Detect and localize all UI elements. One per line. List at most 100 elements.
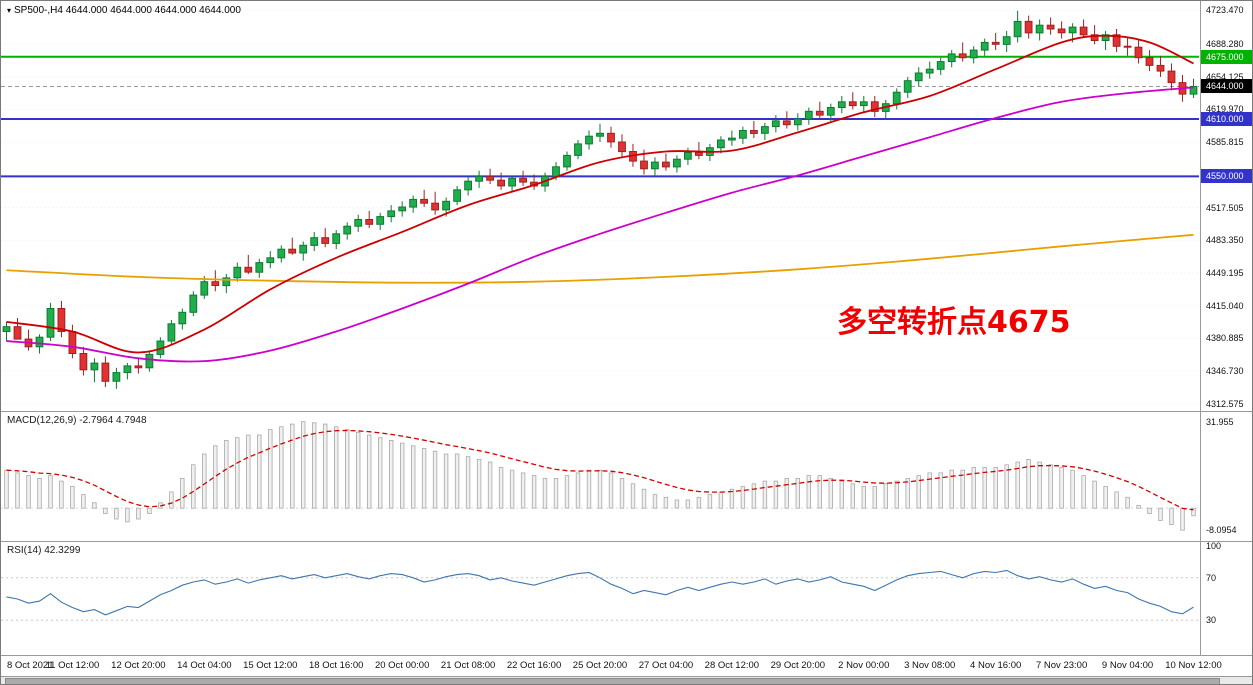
price-axis-label: 4517.505 [1206,202,1244,213]
macd-histogram-bar [1059,467,1064,509]
candle-body [497,179,506,187]
macd-histogram-bar [630,483,636,509]
candle-body [728,137,736,141]
panel-separator[interactable] [1,411,1252,412]
candle-body [804,110,813,120]
candle-body [189,294,198,313]
candle-body [343,225,352,235]
candle-body [508,177,517,187]
candle-body [662,161,670,168]
date-axis-label: 12 Oct 20:00 [111,660,166,671]
macd-histogram-bar [608,472,614,509]
candle-body [947,53,956,63]
macd-histogram-bar [1070,469,1075,509]
candle-body [618,141,626,153]
candle-body [123,365,132,374]
candle-body [112,372,121,382]
macd-histogram-bar [916,475,921,509]
macd-histogram-bar [388,439,394,509]
macd-histogram-bar [268,429,273,509]
macd-histogram-bar [542,478,548,509]
candle-body [288,248,297,254]
date-axis-label: 27 Oct 04:00 [638,660,694,671]
macd-histogram-bar [839,480,844,509]
macd-histogram-bar [872,486,877,509]
moving-average-mid-line [6,86,1194,363]
macd-histogram-bar [1158,507,1163,521]
macd-histogram-bar [696,496,702,509]
candle-body [420,198,429,204]
candle-body [1068,26,1077,34]
candle-body [145,353,154,369]
candle-body [1145,57,1154,66]
candle-body [1090,34,1099,41]
chart-title: ▾ SP500-,H4 4644.000 4644.000 4644.000 46… [7,5,241,16]
candle-body [431,202,440,211]
macd-histogram-bar [81,494,86,509]
candle-body [1167,70,1176,84]
price-axis-label: 4688.280 [1206,39,1244,50]
macd-histogram-bar [59,480,64,509]
candle-body [1013,20,1022,38]
macd-histogram-bar [290,423,295,509]
candle-body [519,177,528,183]
candle-body [310,237,319,246]
date-axis-label: 29 Oct 20:00 [770,660,826,671]
candle-body [914,72,923,82]
candle-body [739,130,747,139]
candle-body [1112,34,1121,47]
date-axis-label: 20 Oct 00:00 [374,660,430,671]
macd-histogram-bar [476,459,482,509]
macd-histogram-bar [773,480,779,509]
macd-indicator-canvas[interactable] [1,412,1200,541]
candle-body [815,110,824,116]
macd-histogram-bar [344,429,350,509]
macd-histogram-bar [454,453,460,509]
macd-histogram-bar [498,467,504,509]
candle-body [552,166,560,177]
candle-body [793,118,802,126]
price-axis-label: 4449.195 [1206,267,1244,278]
candle-body [1079,26,1088,36]
date-axis-label: 4 Nov 16:00 [970,660,1022,671]
macd-histogram-bar [685,499,691,509]
macd-histogram-bar [432,450,438,509]
macd-histogram-bar [1169,507,1174,525]
macd-histogram-bar [993,467,998,509]
price-axis-label: 4415.040 [1206,300,1244,311]
candle-body [925,68,934,74]
scrollbar-thumb[interactable] [5,678,1220,684]
macd-histogram-bar [465,456,471,509]
macd-histogram-bar [48,475,53,509]
macd-histogram-bar [806,475,811,509]
price-chart-canvas[interactable] [1,1,1200,411]
candle-body [651,161,659,170]
macd-histogram-bar [1125,496,1130,509]
macd-axis-label: -8.0954 [1206,525,1237,536]
candle-body [464,180,473,191]
date-axis-label: 11 Oct 12:00 [45,660,100,671]
candle-body [266,257,275,264]
macd-histogram-bar [553,478,559,509]
panel-separator[interactable] [1,541,1252,542]
macd-histogram-bar [817,475,822,509]
rsi-indicator-canvas[interactable] [1,542,1200,655]
macd-histogram-bar [740,486,746,509]
macd-histogram-bar [1092,480,1097,509]
macd-histogram-bar [1081,475,1086,509]
price-axis-label: 4654.125 [1206,71,1244,82]
macd-histogram-bar [520,472,526,509]
candle-body [35,336,44,348]
symbol-dropdown-icon[interactable]: ▾ [7,6,12,15]
macd-histogram-bar [663,496,669,509]
date-axis-label: 10 Nov 12:00 [1165,660,1222,671]
horizontal-scrollbar[interactable] [1,676,1252,684]
candle-body [200,281,209,296]
macd-histogram-bar [960,469,965,509]
candle-body [892,91,901,105]
macd-histogram-bar [366,434,372,509]
date-axis-label: 25 Oct 20:00 [572,660,628,671]
macd-histogram-bar [1048,464,1053,509]
candle-body [958,53,967,59]
